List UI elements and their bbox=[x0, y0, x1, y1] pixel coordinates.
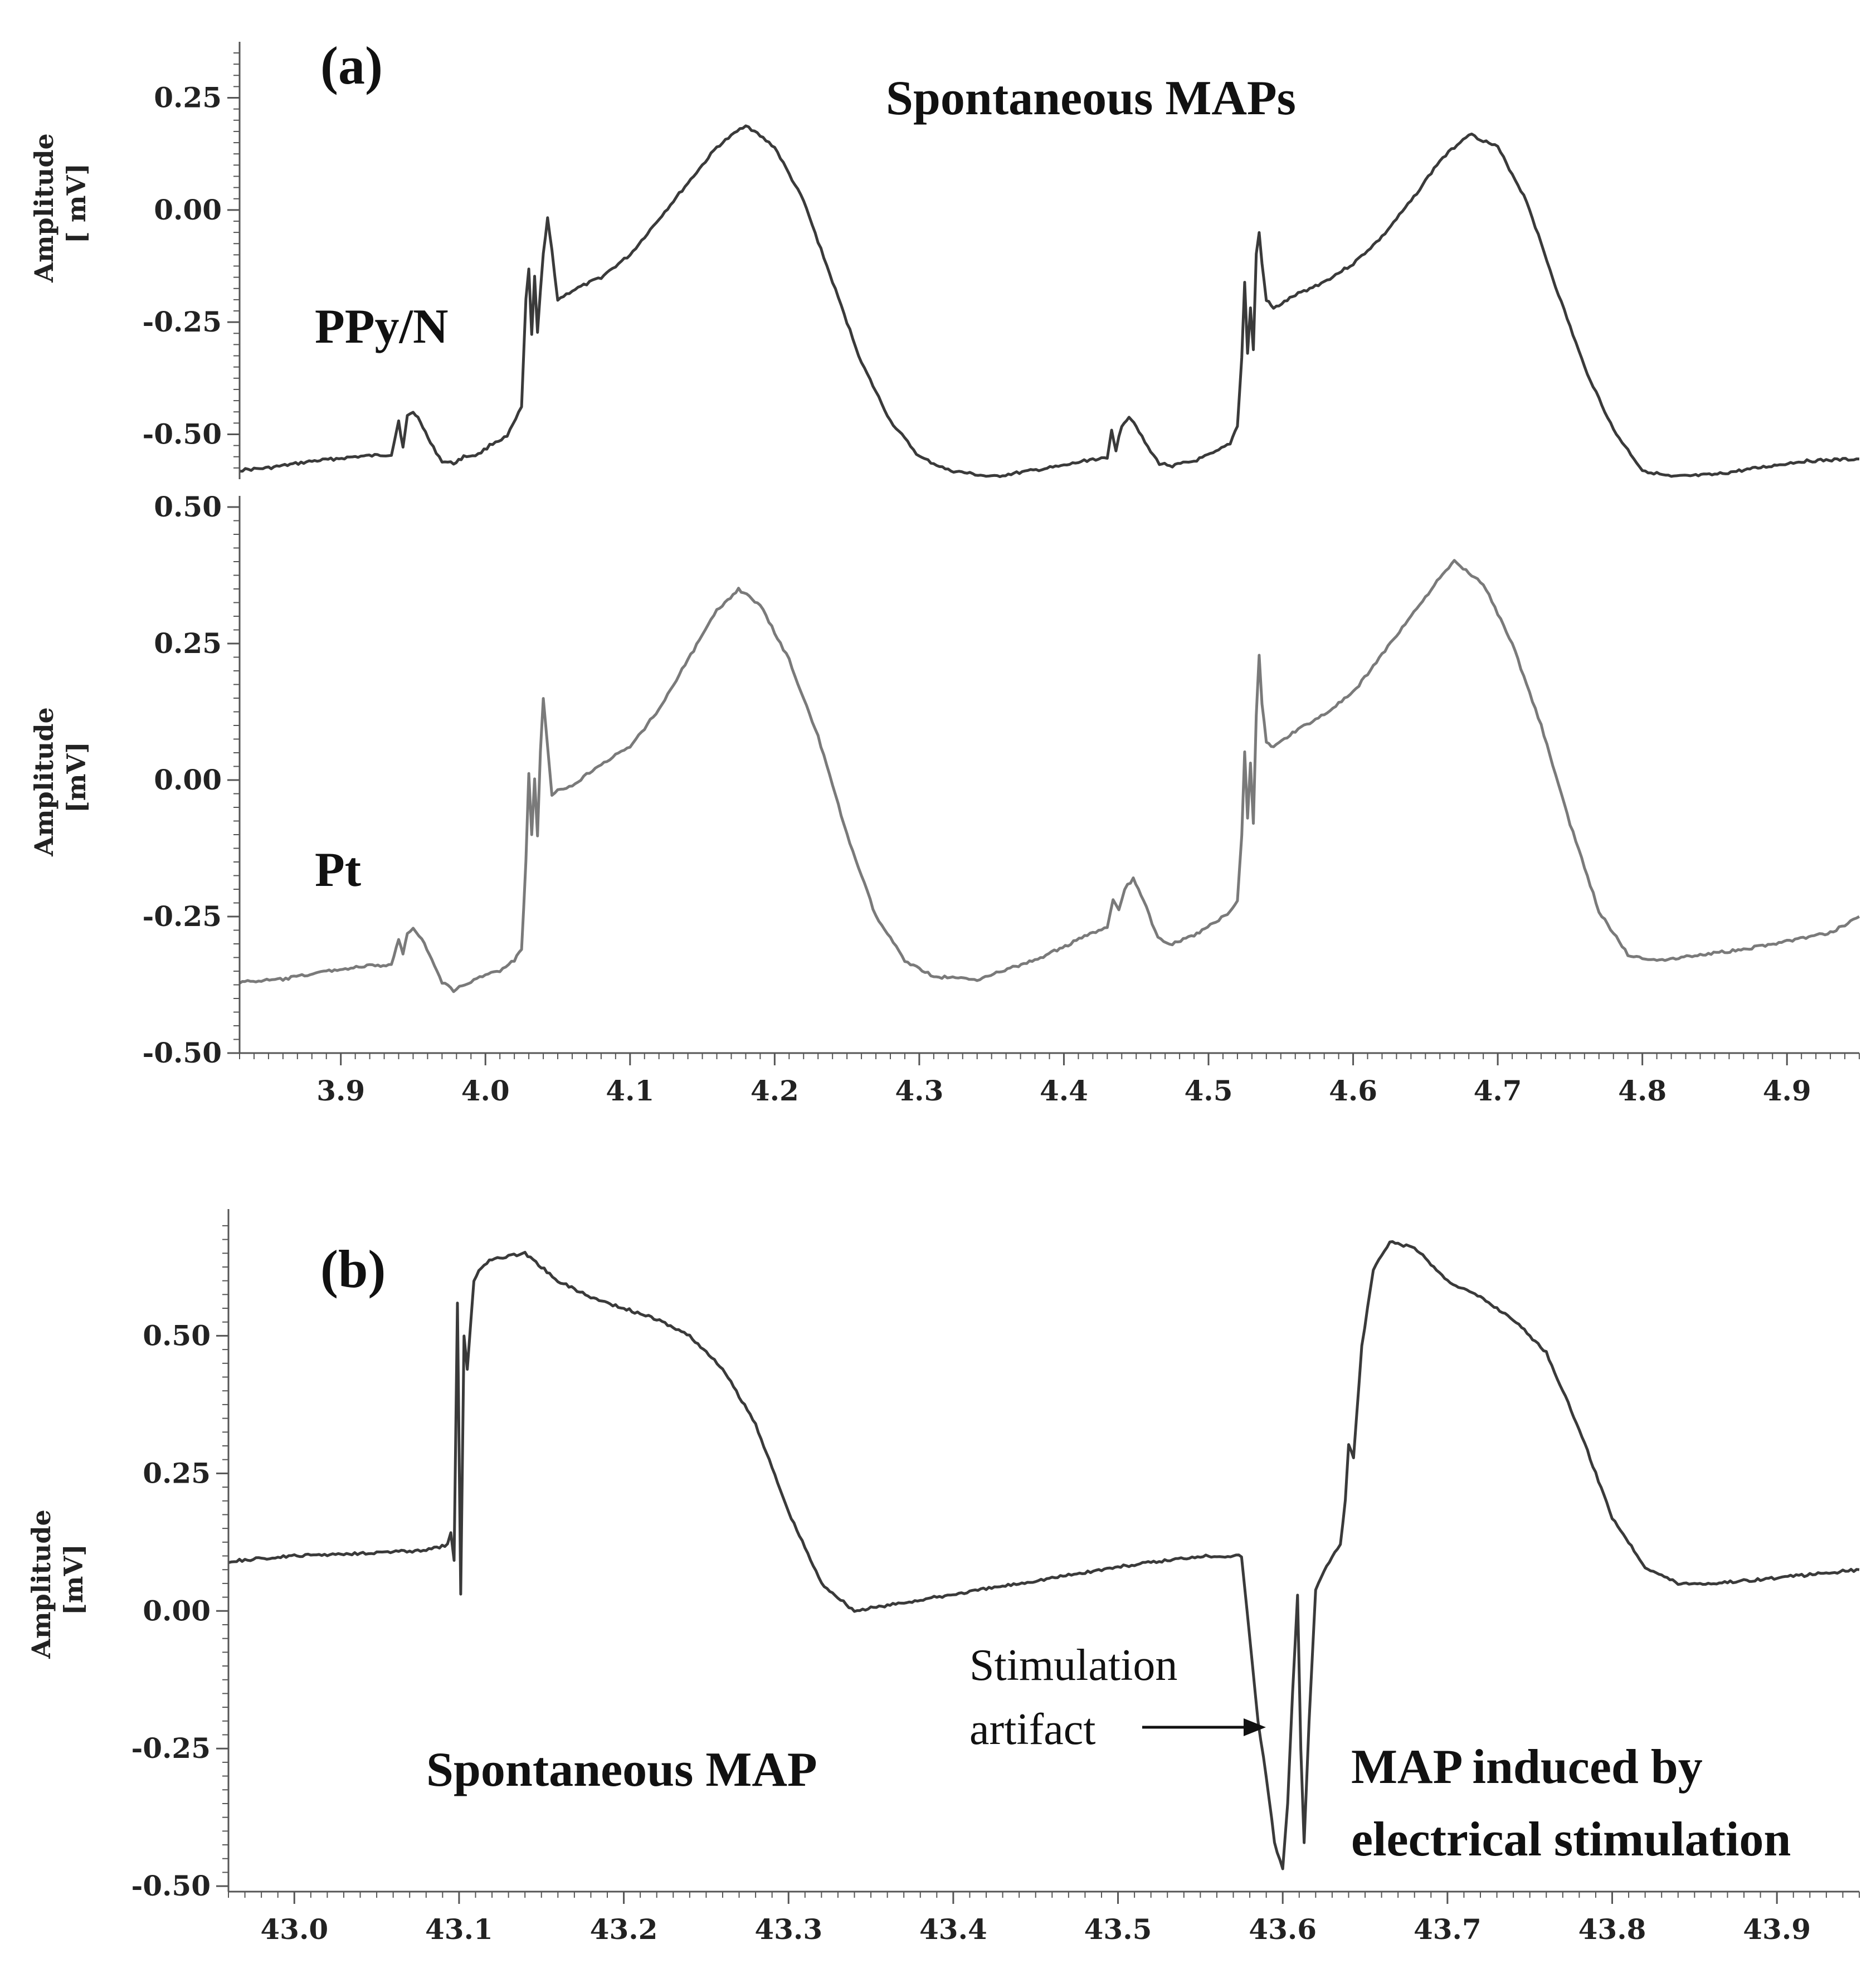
y-axis-title: Amplitude [mV] bbox=[26, 1500, 89, 1659]
y-axis-title-line1: Amplitude bbox=[29, 133, 59, 283]
y-ticks: 0.25 0.00 -0.25 -0.50 bbox=[142, 52, 240, 469]
y-tick-label: 0.25 bbox=[143, 1456, 211, 1489]
annotation-stimulation-artifact: Stimulation artifact bbox=[969, 1641, 1188, 1754]
axis-ticks: 0.50 0.25 0.00 -0.25 -0.50 43.0 43.1 43.2 43.3 43… bbox=[131, 1225, 1860, 1946]
series-line-trace bbox=[228, 1240, 1860, 1870]
chart-b: 0.50 0.25 0.00 -0.25 -0.50 43.0 43.1 43.2 43.3 43… bbox=[26, 1209, 1860, 1946]
trace-b bbox=[228, 1240, 1860, 1870]
x-tick-label: 43.2 bbox=[590, 1913, 658, 1946]
trace-ppyn bbox=[239, 124, 1860, 478]
y-axis-title-line2: [mV] bbox=[61, 742, 91, 813]
annotation-stim-line2: artifact bbox=[969, 1705, 1095, 1754]
annotation-induced-line2: electrical stimulation bbox=[1351, 1813, 1791, 1867]
x-tick-label: 4.8 bbox=[1618, 1074, 1667, 1107]
annotation-induced-line1: MAP induced by bbox=[1351, 1740, 1703, 1794]
x-tick-label: 43.9 bbox=[1743, 1913, 1811, 1946]
y-tick-label: 0.00 bbox=[154, 763, 222, 796]
annotation-arrow bbox=[1142, 1718, 1266, 1736]
y-axis-title-line1: Amplitude bbox=[29, 707, 59, 857]
x-tick-label: 4.7 bbox=[1474, 1074, 1522, 1107]
x-tick-label: 43.1 bbox=[425, 1913, 493, 1946]
series-line-ppy-n bbox=[239, 124, 1860, 478]
panel-label-a: (a) bbox=[320, 36, 383, 95]
y-axis-title-line2: [mV] bbox=[59, 1544, 89, 1615]
y-axis-title-line1: Amplitude bbox=[26, 1509, 56, 1659]
y-tick-label: -0.25 bbox=[142, 900, 222, 933]
x-tick-label: 4.3 bbox=[895, 1074, 943, 1107]
trace-label-pt: Pt bbox=[315, 843, 361, 897]
x-tick-label: 4.2 bbox=[751, 1074, 799, 1107]
y-tick-label: -0.25 bbox=[142, 305, 222, 338]
chart-title: Spontaneous MAPs bbox=[886, 71, 1296, 125]
y-tick-label: 0.25 bbox=[154, 627, 222, 660]
chart-a-top-ppyn: 0.250.00-0.25-0.50 (a) Spontaneous MAPs … bbox=[29, 36, 1860, 479]
axes bbox=[227, 1209, 1859, 1893]
y-tick-label: 0.00 bbox=[143, 1594, 211, 1627]
annotation-stim-line1: Stimulation bbox=[969, 1641, 1177, 1690]
y-tick-label: -0.25 bbox=[131, 1732, 211, 1765]
x-tick-label: 4.5 bbox=[1185, 1074, 1233, 1107]
y-tick-label: -0.50 bbox=[131, 1869, 211, 1902]
annotation-induced-map: MAP induced by electrical stimulation bbox=[1351, 1740, 1791, 1867]
x-tick-label: 4.4 bbox=[1040, 1074, 1088, 1107]
x-tick-label: 43.4 bbox=[919, 1913, 987, 1946]
x-tick-label: 3.9 bbox=[316, 1074, 365, 1107]
x-tick-label: 43.3 bbox=[754, 1913, 822, 1946]
y-tick-label: -0.50 bbox=[142, 1036, 222, 1069]
y-axis-title: Amplitude [mV] bbox=[29, 698, 91, 857]
trace-pt bbox=[238, 559, 1860, 993]
x-tick-label: 43.7 bbox=[1414, 1913, 1482, 1946]
x-tick-label: 4.0 bbox=[461, 1074, 510, 1107]
x-tick-label: 43.0 bbox=[260, 1913, 328, 1946]
chart-a-bottom-pt: 0.50 0.25 0.00 -0.25 -0.50 3.9 4.0 4.1 4.2 4.3 4.4… bbox=[29, 490, 1860, 1107]
panel-label-b: (b) bbox=[320, 1239, 386, 1299]
axis-ticks: 0.50 0.25 0.00 -0.25 -0.50 3.9 4.0 4.1 4.2 4.3 4.4… bbox=[142, 490, 1860, 1107]
series-line-pt bbox=[238, 559, 1860, 993]
trace-label-ppyn: PPy/N bbox=[315, 300, 449, 354]
x-tick-label: 43.5 bbox=[1084, 1913, 1152, 1946]
x-tick-label: 43.8 bbox=[1578, 1913, 1646, 1946]
x-tick-label: 4.6 bbox=[1329, 1074, 1377, 1107]
y-tick-label: 0.50 bbox=[154, 490, 222, 523]
y-tick-label: 0.50 bbox=[143, 1319, 211, 1352]
y-axis-title-line2: [ mV] bbox=[61, 163, 91, 243]
x-tick-label: 4.1 bbox=[606, 1074, 654, 1107]
x-tick-label: 43.6 bbox=[1249, 1913, 1317, 1946]
y-axis-title: Amplitude [ mV] bbox=[29, 124, 91, 283]
y-tick-label: 0.25 bbox=[154, 81, 222, 114]
y-tick-label: 0.00 bbox=[154, 193, 222, 226]
y-tick-label: -0.50 bbox=[142, 417, 222, 450]
annotation-spontaneous-map: Spontaneous MAP bbox=[426, 1743, 817, 1797]
axes bbox=[238, 496, 1859, 1054]
x-tick-label: 4.9 bbox=[1763, 1074, 1811, 1107]
